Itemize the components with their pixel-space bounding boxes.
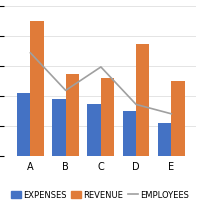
- Bar: [52, 99, 66, 156]
- Bar: [17, 93, 30, 156]
- Legend: EXPENSES, REVENUE, EMPLOYEES: EXPENSES, REVENUE, EMPLOYEES: [8, 187, 192, 200]
- Bar: [158, 123, 171, 156]
- Bar: [171, 81, 185, 156]
- Bar: [136, 44, 149, 156]
- Bar: [123, 111, 136, 156]
- Bar: [101, 78, 114, 156]
- Bar: [66, 73, 79, 156]
- Bar: [87, 104, 101, 156]
- Bar: [30, 21, 44, 156]
